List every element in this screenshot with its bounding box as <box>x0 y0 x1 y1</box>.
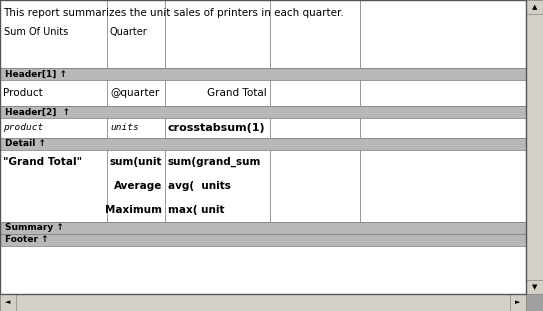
Text: ◄: ◄ <box>5 299 11 305</box>
Text: sum(grand_sum: sum(grand_sum <box>168 157 261 167</box>
Bar <box>526 0 543 14</box>
Bar <box>526 294 543 311</box>
Bar <box>0 0 526 68</box>
Bar <box>0 80 526 106</box>
Text: avg(  units: avg( units <box>168 181 231 191</box>
Bar <box>510 294 526 311</box>
Bar <box>0 234 526 246</box>
Bar <box>0 222 526 234</box>
Bar <box>0 246 526 294</box>
Bar <box>526 0 543 294</box>
Text: crosstabsum(1): crosstabsum(1) <box>168 123 266 133</box>
Bar <box>0 68 526 80</box>
Text: ▼: ▼ <box>532 284 537 290</box>
Text: Quarter: Quarter <box>110 27 148 37</box>
Text: This report summarizes the unit sales of printers in each quarter.: This report summarizes the unit sales of… <box>3 8 344 18</box>
Bar <box>0 294 16 311</box>
Text: Average: Average <box>113 181 162 191</box>
Bar <box>526 280 543 294</box>
Text: Product: Product <box>3 88 43 98</box>
Bar <box>0 106 526 118</box>
Text: Footer ↑: Footer ↑ <box>5 235 49 244</box>
Bar <box>0 118 526 138</box>
Bar <box>0 138 526 150</box>
Text: sum(unit: sum(unit <box>110 157 162 167</box>
Text: Header[2]  ↑: Header[2] ↑ <box>5 108 70 117</box>
Bar <box>0 150 526 222</box>
Text: "Grand Total": "Grand Total" <box>3 157 82 167</box>
Text: Summary ↑: Summary ↑ <box>5 224 64 233</box>
Text: Maximum: Maximum <box>105 205 162 215</box>
Text: product: product <box>3 123 43 132</box>
Text: Header[1] ↑: Header[1] ↑ <box>5 69 67 78</box>
Text: Detail ↑: Detail ↑ <box>5 140 46 148</box>
Text: @quarter: @quarter <box>110 88 159 98</box>
Text: units: units <box>110 123 139 132</box>
Text: Sum Of Units: Sum Of Units <box>4 27 68 37</box>
Text: ►: ► <box>515 299 521 305</box>
Bar <box>0 294 543 311</box>
Text: ▲: ▲ <box>532 4 537 10</box>
Text: max( unit: max( unit <box>168 205 224 215</box>
Text: Grand Total: Grand Total <box>207 88 267 98</box>
